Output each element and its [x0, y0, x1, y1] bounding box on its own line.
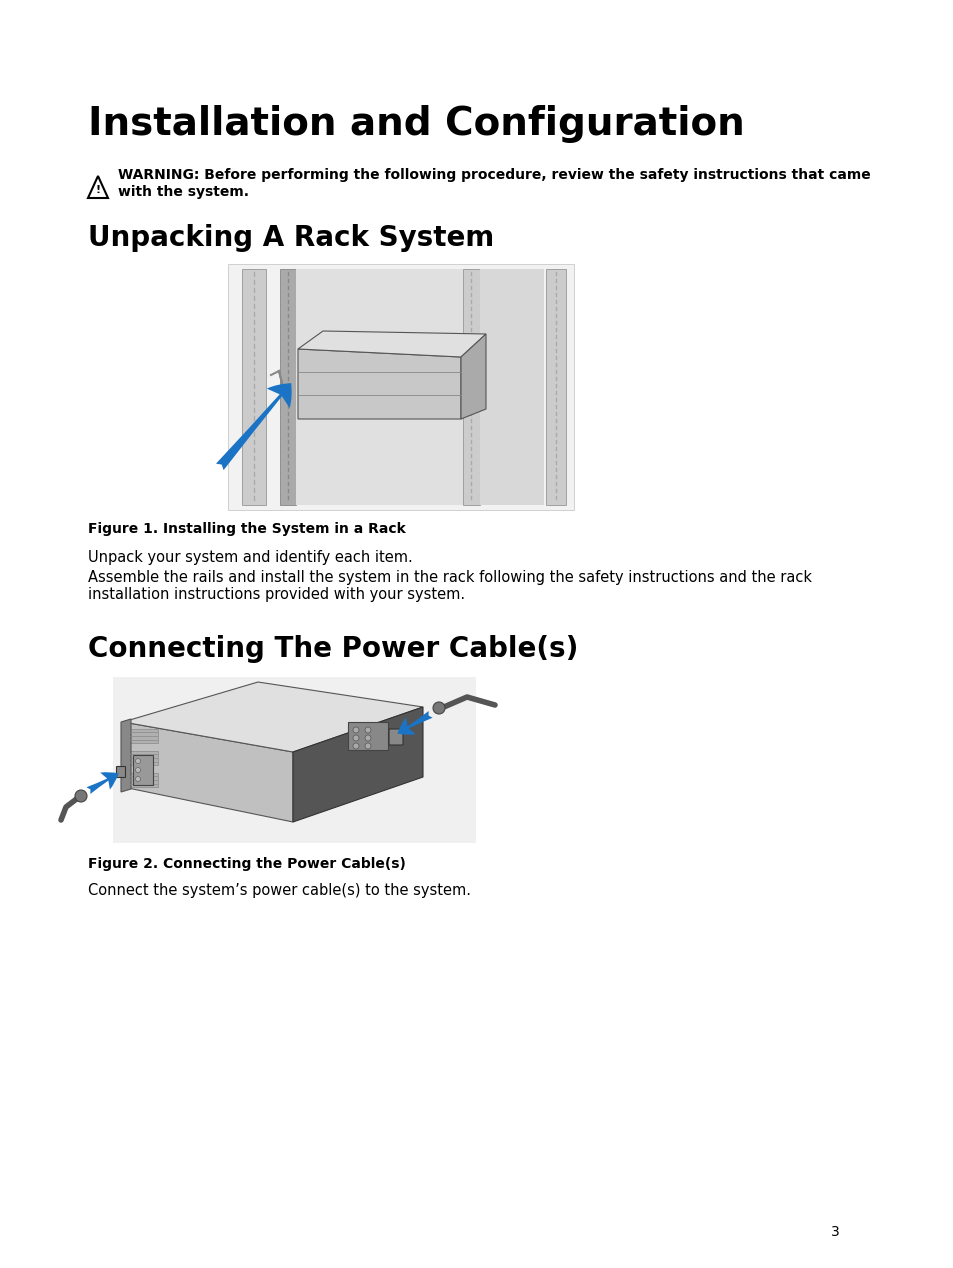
- FancyBboxPatch shape: [228, 264, 574, 510]
- Circle shape: [353, 743, 358, 749]
- Polygon shape: [293, 708, 422, 822]
- Text: Connecting The Power Cable(s): Connecting The Power Cable(s): [88, 635, 578, 663]
- Text: Installation and Configuration: Installation and Configuration: [88, 105, 744, 143]
- FancyBboxPatch shape: [389, 729, 402, 746]
- Polygon shape: [123, 721, 293, 822]
- FancyBboxPatch shape: [116, 766, 126, 777]
- FancyBboxPatch shape: [462, 269, 479, 505]
- FancyBboxPatch shape: [295, 269, 462, 505]
- FancyBboxPatch shape: [128, 751, 158, 765]
- FancyBboxPatch shape: [479, 269, 543, 505]
- FancyBboxPatch shape: [242, 269, 266, 505]
- Text: Unpack your system and identify each item.: Unpack your system and identify each ite…: [88, 550, 413, 566]
- Polygon shape: [297, 349, 460, 418]
- Circle shape: [353, 735, 358, 741]
- FancyBboxPatch shape: [545, 269, 565, 505]
- Circle shape: [365, 735, 371, 741]
- Text: Assemble the rails and install the system in the rack following the safety instr: Assemble the rails and install the syste…: [88, 571, 811, 585]
- FancyBboxPatch shape: [280, 269, 295, 505]
- Circle shape: [365, 727, 371, 733]
- FancyBboxPatch shape: [112, 677, 476, 843]
- Circle shape: [75, 790, 87, 801]
- Circle shape: [433, 702, 444, 714]
- Text: installation instructions provided with your system.: installation instructions provided with …: [88, 587, 465, 602]
- Polygon shape: [460, 333, 485, 418]
- Text: Figure 1. Installing the System in a Rack: Figure 1. Installing the System in a Rac…: [88, 522, 405, 536]
- Circle shape: [135, 767, 140, 772]
- Circle shape: [135, 776, 140, 781]
- Polygon shape: [123, 682, 422, 752]
- Polygon shape: [121, 719, 131, 792]
- Text: Unpacking A Rack System: Unpacking A Rack System: [88, 224, 494, 252]
- Text: WARNING: Before performing the following procedure, review the safety instructio: WARNING: Before performing the following…: [118, 167, 870, 183]
- Text: Connect the system’s power cable(s) to the system.: Connect the system’s power cable(s) to t…: [88, 883, 471, 898]
- Circle shape: [353, 727, 358, 733]
- Polygon shape: [297, 331, 485, 358]
- FancyBboxPatch shape: [348, 721, 388, 749]
- Circle shape: [365, 743, 371, 749]
- Circle shape: [135, 758, 140, 763]
- Text: !: !: [95, 185, 100, 195]
- FancyBboxPatch shape: [128, 773, 158, 787]
- Text: 3: 3: [830, 1225, 840, 1239]
- FancyBboxPatch shape: [132, 754, 152, 785]
- FancyBboxPatch shape: [128, 729, 158, 743]
- Text: with the system.: with the system.: [118, 185, 249, 199]
- Text: Figure 2. Connecting the Power Cable(s): Figure 2. Connecting the Power Cable(s): [88, 857, 405, 871]
